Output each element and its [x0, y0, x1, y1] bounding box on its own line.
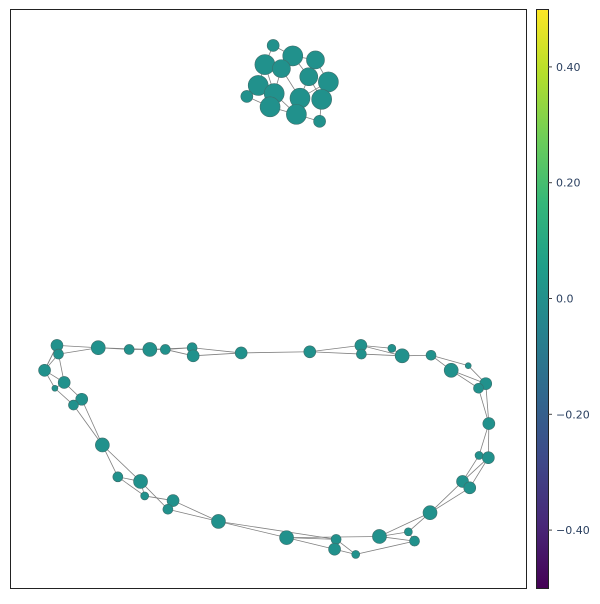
network-node	[254, 54, 276, 75]
network-edge	[485, 383, 490, 424]
network-edge	[241, 351, 310, 354]
network-node	[53, 348, 64, 360]
network-node	[394, 348, 410, 364]
network-node	[313, 115, 326, 128]
network-node	[51, 384, 59, 392]
network-edge	[117, 476, 145, 497]
network-edge	[102, 444, 141, 482]
colorbar-ticks: 0.40 0.20 0.0 −0.20 −0.40	[548, 61, 590, 537]
network-edge	[286, 537, 337, 540]
nodes-layer	[38, 39, 496, 559]
network-node	[482, 451, 495, 465]
network-node	[211, 514, 226, 529]
network-edge	[429, 487, 470, 514]
network-node	[240, 90, 254, 103]
network-node	[425, 349, 437, 361]
network-node	[279, 530, 294, 545]
network-node	[282, 45, 304, 67]
network-node	[160, 344, 171, 355]
network-edge	[430, 354, 469, 367]
network-node	[123, 344, 135, 355]
network-node	[162, 503, 174, 515]
network-node	[90, 340, 106, 356]
network-edge	[192, 347, 242, 354]
network-node	[68, 399, 79, 411]
network-node	[142, 342, 158, 357]
network-node	[57, 376, 71, 389]
colorbar-tick-label: 0.20	[556, 177, 581, 190]
network-node	[372, 529, 387, 544]
network-node	[272, 59, 291, 78]
network-node	[166, 494, 180, 507]
network-node	[266, 39, 280, 52]
network-edge	[309, 345, 361, 353]
network-node	[474, 451, 484, 460]
network-node	[328, 542, 341, 556]
network-node	[140, 491, 149, 501]
network-edge	[218, 521, 337, 540]
network-edge	[81, 399, 103, 446]
network-node	[112, 471, 124, 483]
network-node	[306, 50, 325, 70]
network-node	[473, 382, 484, 394]
network-node	[351, 550, 361, 559]
colorbar-tick-label: −0.40	[556, 524, 590, 537]
network-node	[356, 348, 367, 360]
network-node	[318, 71, 339, 93]
network-node	[463, 481, 477, 495]
network-node	[286, 104, 307, 125]
network-node	[443, 362, 459, 378]
network-edge	[193, 352, 242, 357]
network-node	[95, 437, 110, 453]
network-node	[464, 362, 472, 369]
network-node	[409, 535, 420, 547]
network-node	[259, 96, 281, 118]
network-node	[311, 89, 332, 110]
network-node	[422, 505, 438, 521]
colorbar	[536, 9, 549, 589]
network-edge	[355, 540, 415, 555]
network-edge	[429, 481, 463, 514]
network-edge	[286, 537, 335, 550]
network-edge	[379, 512, 431, 537]
network-node	[482, 417, 496, 430]
network-edge	[309, 351, 362, 355]
network-node	[387, 343, 397, 353]
network-edge	[218, 521, 287, 539]
network-edge	[73, 404, 103, 446]
colorbar-tick-label: 0.40	[556, 61, 581, 74]
network-node	[75, 392, 89, 406]
network-node	[234, 346, 248, 360]
network-edge	[172, 500, 219, 522]
network-node	[330, 534, 342, 545]
colorbar-tick-label: 0.0	[556, 293, 574, 306]
network-edge	[167, 508, 219, 522]
network-node	[186, 349, 200, 363]
network-node	[299, 67, 319, 87]
network-node	[38, 363, 51, 377]
network-node	[404, 527, 413, 537]
network-node	[133, 474, 148, 489]
network-node	[303, 345, 317, 359]
colorbar-tick-label: −0.20	[556, 408, 590, 421]
